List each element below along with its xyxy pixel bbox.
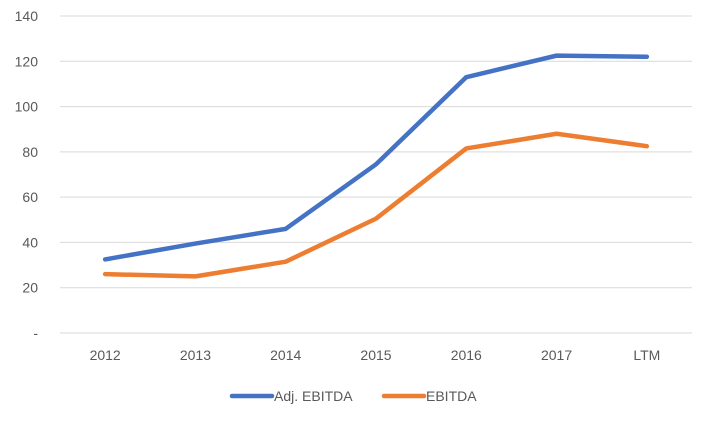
gridlines (60, 15, 692, 334)
x-tick-label: 2016 (451, 347, 482, 363)
x-tick-label: LTM (633, 347, 660, 363)
legend-label-ebitda: EBITDA (426, 388, 477, 404)
x-tick-label: 2015 (360, 347, 391, 363)
x-axis-tick-labels: 2012 2013 2014 2015 2016 2017 LTM (90, 347, 661, 363)
series-lines (102, 53, 650, 279)
y-tick-label: 60 (22, 189, 38, 205)
series-line-adj-ebitda (102, 53, 650, 262)
y-axis-tick-labels: - 20 40 60 80 100 120 140 (15, 8, 39, 341)
x-tick-label: 2017 (541, 347, 572, 363)
y-tick-label: 140 (15, 8, 39, 24)
y-tick-label: 40 (22, 234, 38, 250)
legend: Adj. EBITDA EBITDA (229, 388, 477, 404)
series-line-ebitda (102, 131, 650, 279)
x-tick-label: 2013 (180, 347, 211, 363)
x-tick-label: 2014 (270, 347, 301, 363)
y-tick-label: 80 (22, 144, 38, 160)
y-tick-label: 20 (22, 280, 38, 296)
y-tick-label: 120 (15, 53, 39, 69)
y-tick-label: - (33, 325, 38, 341)
legend-label-adj-ebitda: Adj. EBITDA (274, 388, 353, 404)
y-tick-label: 100 (15, 99, 39, 115)
x-tick-label: 2012 (90, 347, 121, 363)
